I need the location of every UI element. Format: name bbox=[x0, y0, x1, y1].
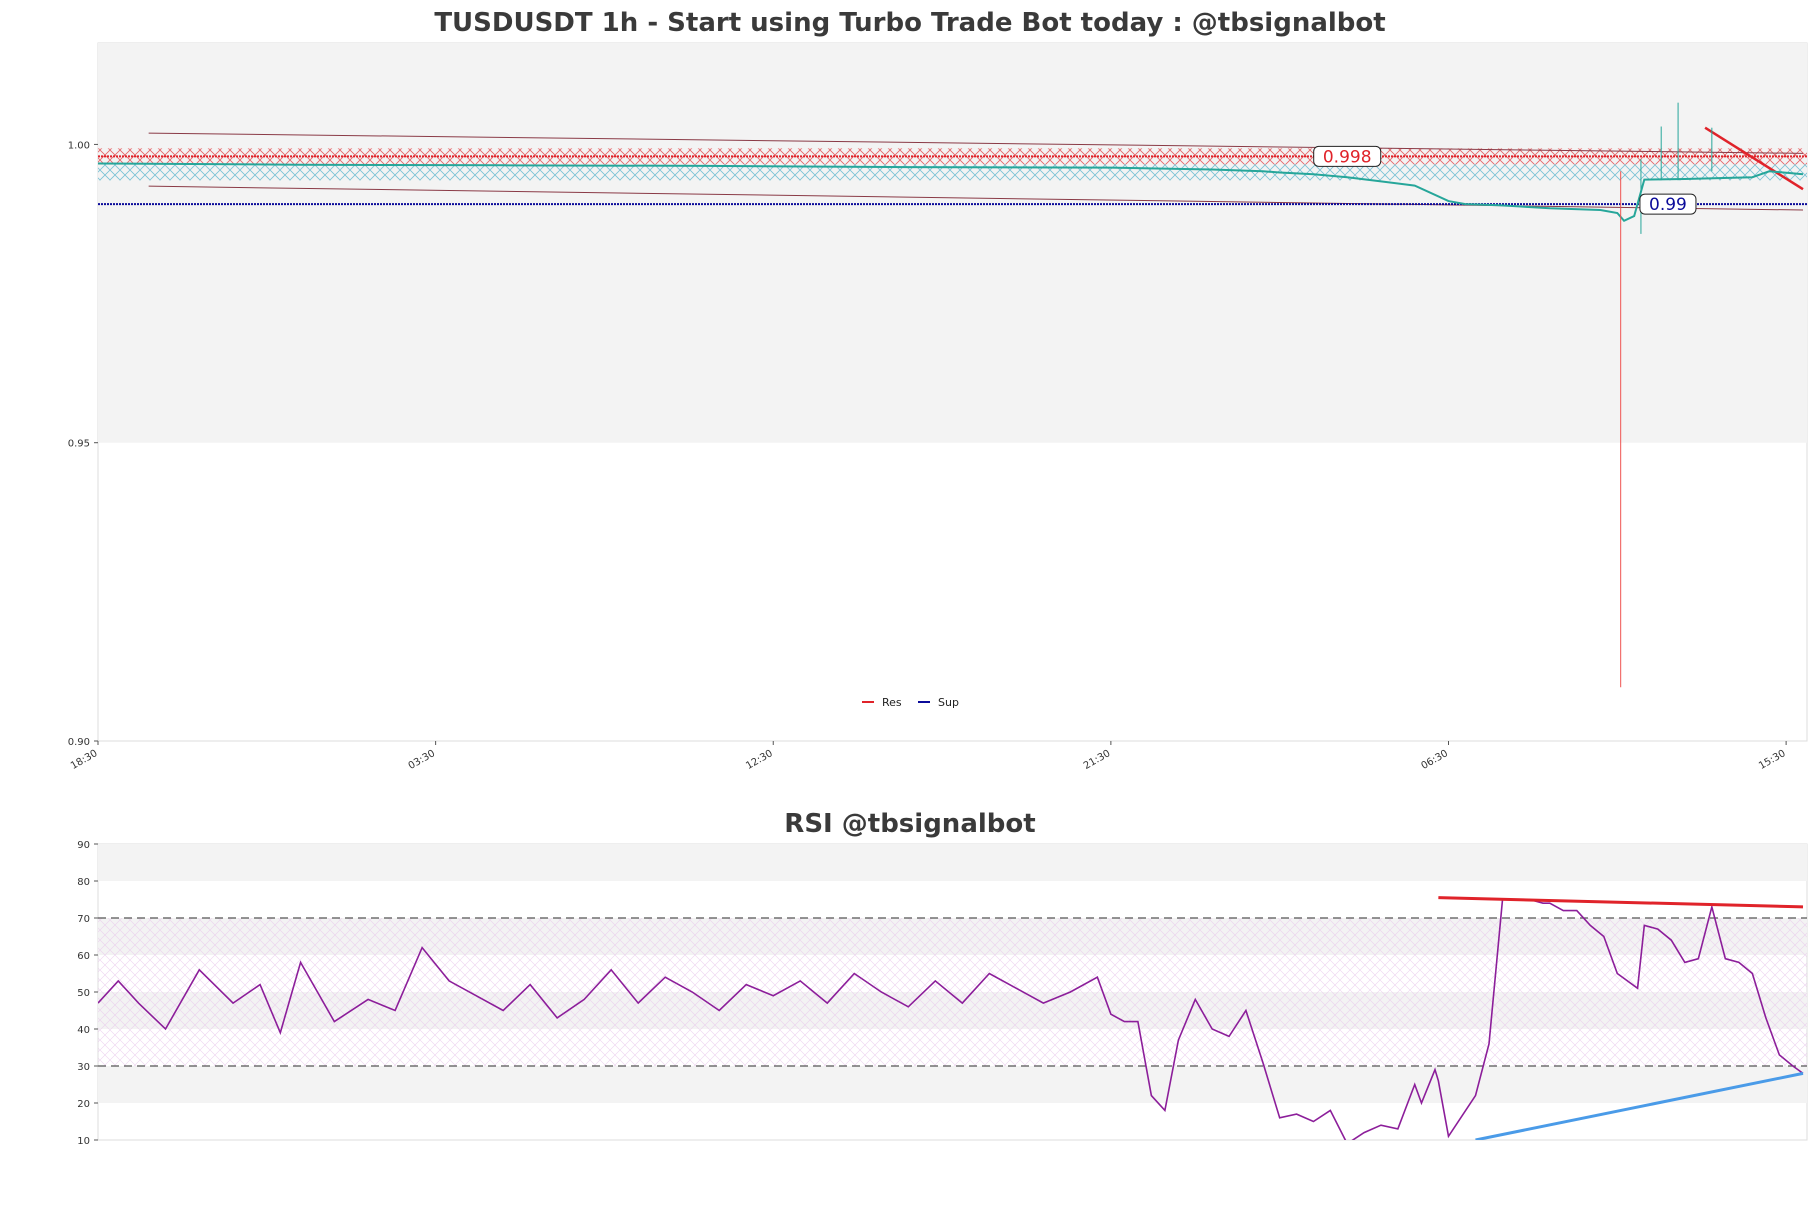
rsi-hatch-zone bbox=[98, 918, 1807, 1066]
price-x-axis: 18:30 03:30 12:30 21:30 06:30 15:30 bbox=[69, 741, 1788, 772]
price-x-tick-label: 12:30 bbox=[744, 748, 774, 772]
price-y-tick-label: 0.90 bbox=[68, 737, 90, 748]
price-y-tick-label: 1.00 bbox=[68, 140, 90, 151]
rsi-threshold-lines bbox=[98, 917, 1807, 1067]
level-label-text: 0.99 bbox=[1649, 195, 1687, 215]
rsi-y-tick-label: 70 bbox=[77, 914, 90, 925]
price-legend: Res Sup bbox=[862, 696, 959, 709]
rsi-band bbox=[98, 844, 1807, 881]
rsi-y-tick-label: 80 bbox=[77, 877, 90, 888]
rsi-y-tick-label: 30 bbox=[77, 1062, 90, 1073]
price-x-tick-label: 15:30 bbox=[1757, 748, 1787, 772]
price-chart-title: TUSDUSDT 1h - Start using Turbo Trade Bo… bbox=[434, 8, 1385, 38]
rsi-y-axis: 90 80 70 60 50 40 30 20 10 bbox=[77, 840, 98, 1147]
price-shaded-band bbox=[98, 43, 1807, 443]
rsi-y-tick-label: 90 bbox=[77, 840, 90, 851]
rsi-y-tick-label: 20 bbox=[77, 1099, 90, 1110]
rsi-y-tick-label: 60 bbox=[77, 951, 90, 962]
price-wicks bbox=[1620, 102, 1713, 688]
rsi-series-line bbox=[98, 898, 1804, 1140]
level-label-box bbox=[1313, 145, 1382, 167]
rsi-y-tick-label: 10 bbox=[77, 1136, 90, 1147]
price-y-axis: 1.00 0.95 0.90 bbox=[68, 140, 98, 748]
support-zone-hatch bbox=[98, 164, 1807, 181]
price-x-tick-label: 21:30 bbox=[1082, 748, 1112, 772]
price-trendline bbox=[1704, 126, 1804, 191]
rsi-y-tick-label: 50 bbox=[77, 988, 90, 999]
price-series-line bbox=[97, 162, 1804, 223]
price-trendline bbox=[148, 132, 1804, 154]
rsi-chart-title: RSI @tbsignalbot bbox=[784, 809, 1035, 839]
price-x-tick-label: 06:30 bbox=[1420, 748, 1450, 772]
level-label-text: 0.998 bbox=[1323, 147, 1372, 167]
rsi-support-line bbox=[1475, 1071, 1804, 1140]
price-x-tick-label: 03:30 bbox=[407, 748, 437, 772]
price-x-tick-label: 18:30 bbox=[69, 748, 99, 772]
legend-sup-label: Sup bbox=[938, 696, 959, 709]
level-labels: 0.998 0.99 bbox=[1313, 145, 1697, 215]
rsi-band bbox=[98, 1066, 1807, 1103]
price-y-tick-label: 0.95 bbox=[68, 439, 90, 450]
rsi-resistance-line bbox=[1438, 896, 1804, 909]
rsi-y-tick-label: 40 bbox=[77, 1025, 90, 1036]
level-label-box bbox=[1639, 193, 1697, 215]
legend-res-label: Res bbox=[882, 696, 902, 709]
